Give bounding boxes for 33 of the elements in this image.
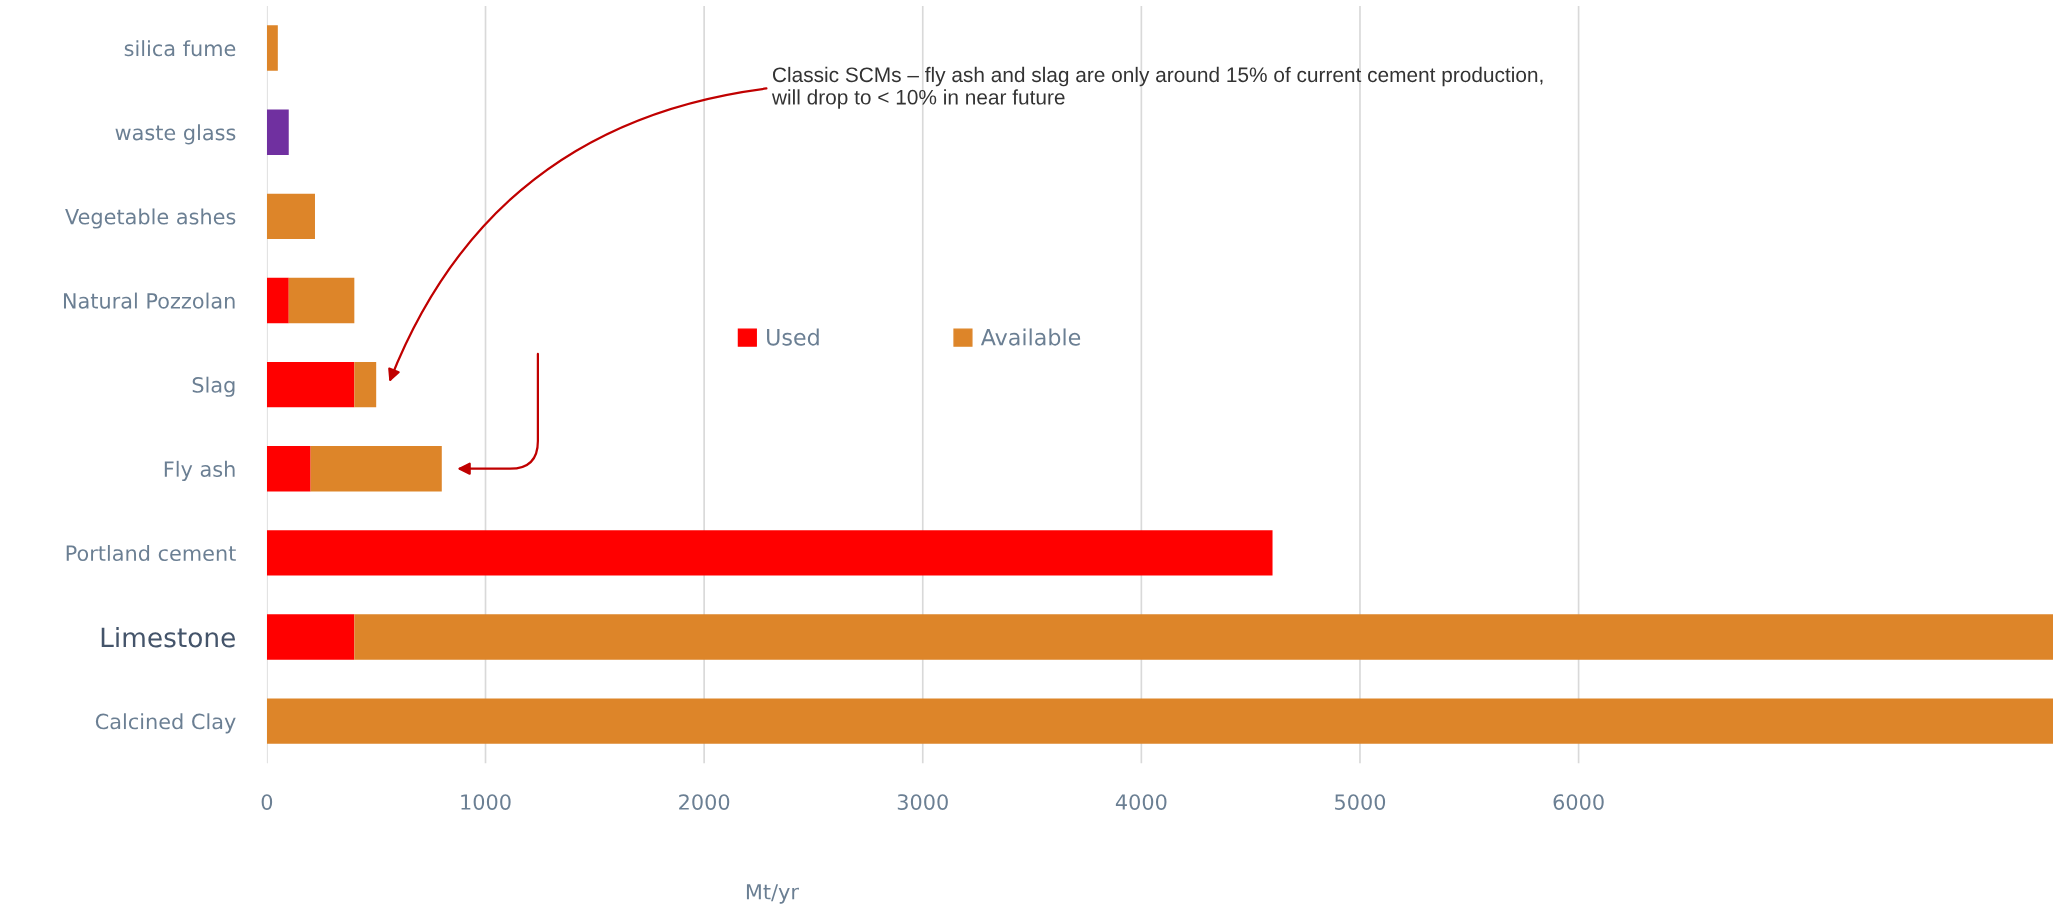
x-axis-title: Mt/yr [746,884,799,904]
y-tick-label: Slag [192,376,235,397]
bar [310,446,442,492]
y-tick-label: Vegetable ashes [65,208,236,229]
x-tick-label: 0 [261,794,273,810]
x-tick-label: 5000 [1335,794,1386,810]
bar [266,277,289,324]
bar [266,193,315,240]
x-tick-label: 1000 [461,794,511,810]
bar [266,109,289,155]
x-tick-label: 6000 [1553,794,1604,810]
y-tick-label: Limestone [101,627,235,648]
bar [266,361,355,408]
bar [266,614,355,660]
y-tick-label: silica fume [124,40,236,57]
x-tick-label: 3000 [897,794,948,810]
y-tick-label: Fly ash [164,460,235,481]
y-tick-label: Natural Pozzolan [63,292,235,309]
y-tick-label: Calcined Clay [95,713,236,734]
bar [266,530,1273,576]
legend-label: Available [980,328,1081,346]
y-tick-label: Portland cement [66,544,236,562]
bar [354,614,2053,660]
bar [288,277,355,324]
legend-label: Used [767,328,819,346]
bar [266,25,278,71]
bar [354,361,377,408]
bar [266,446,311,492]
x-tick-label: 4000 [1115,794,1167,810]
bar [266,698,2053,744]
annotation: Classic SCMs – fly ash and slag are only around 15% of current cement production, will drop to < 10% in near future [771,66,1543,109]
y-tick-label: waste glass [115,124,236,145]
x-tick-label: 2000 [679,794,730,810]
